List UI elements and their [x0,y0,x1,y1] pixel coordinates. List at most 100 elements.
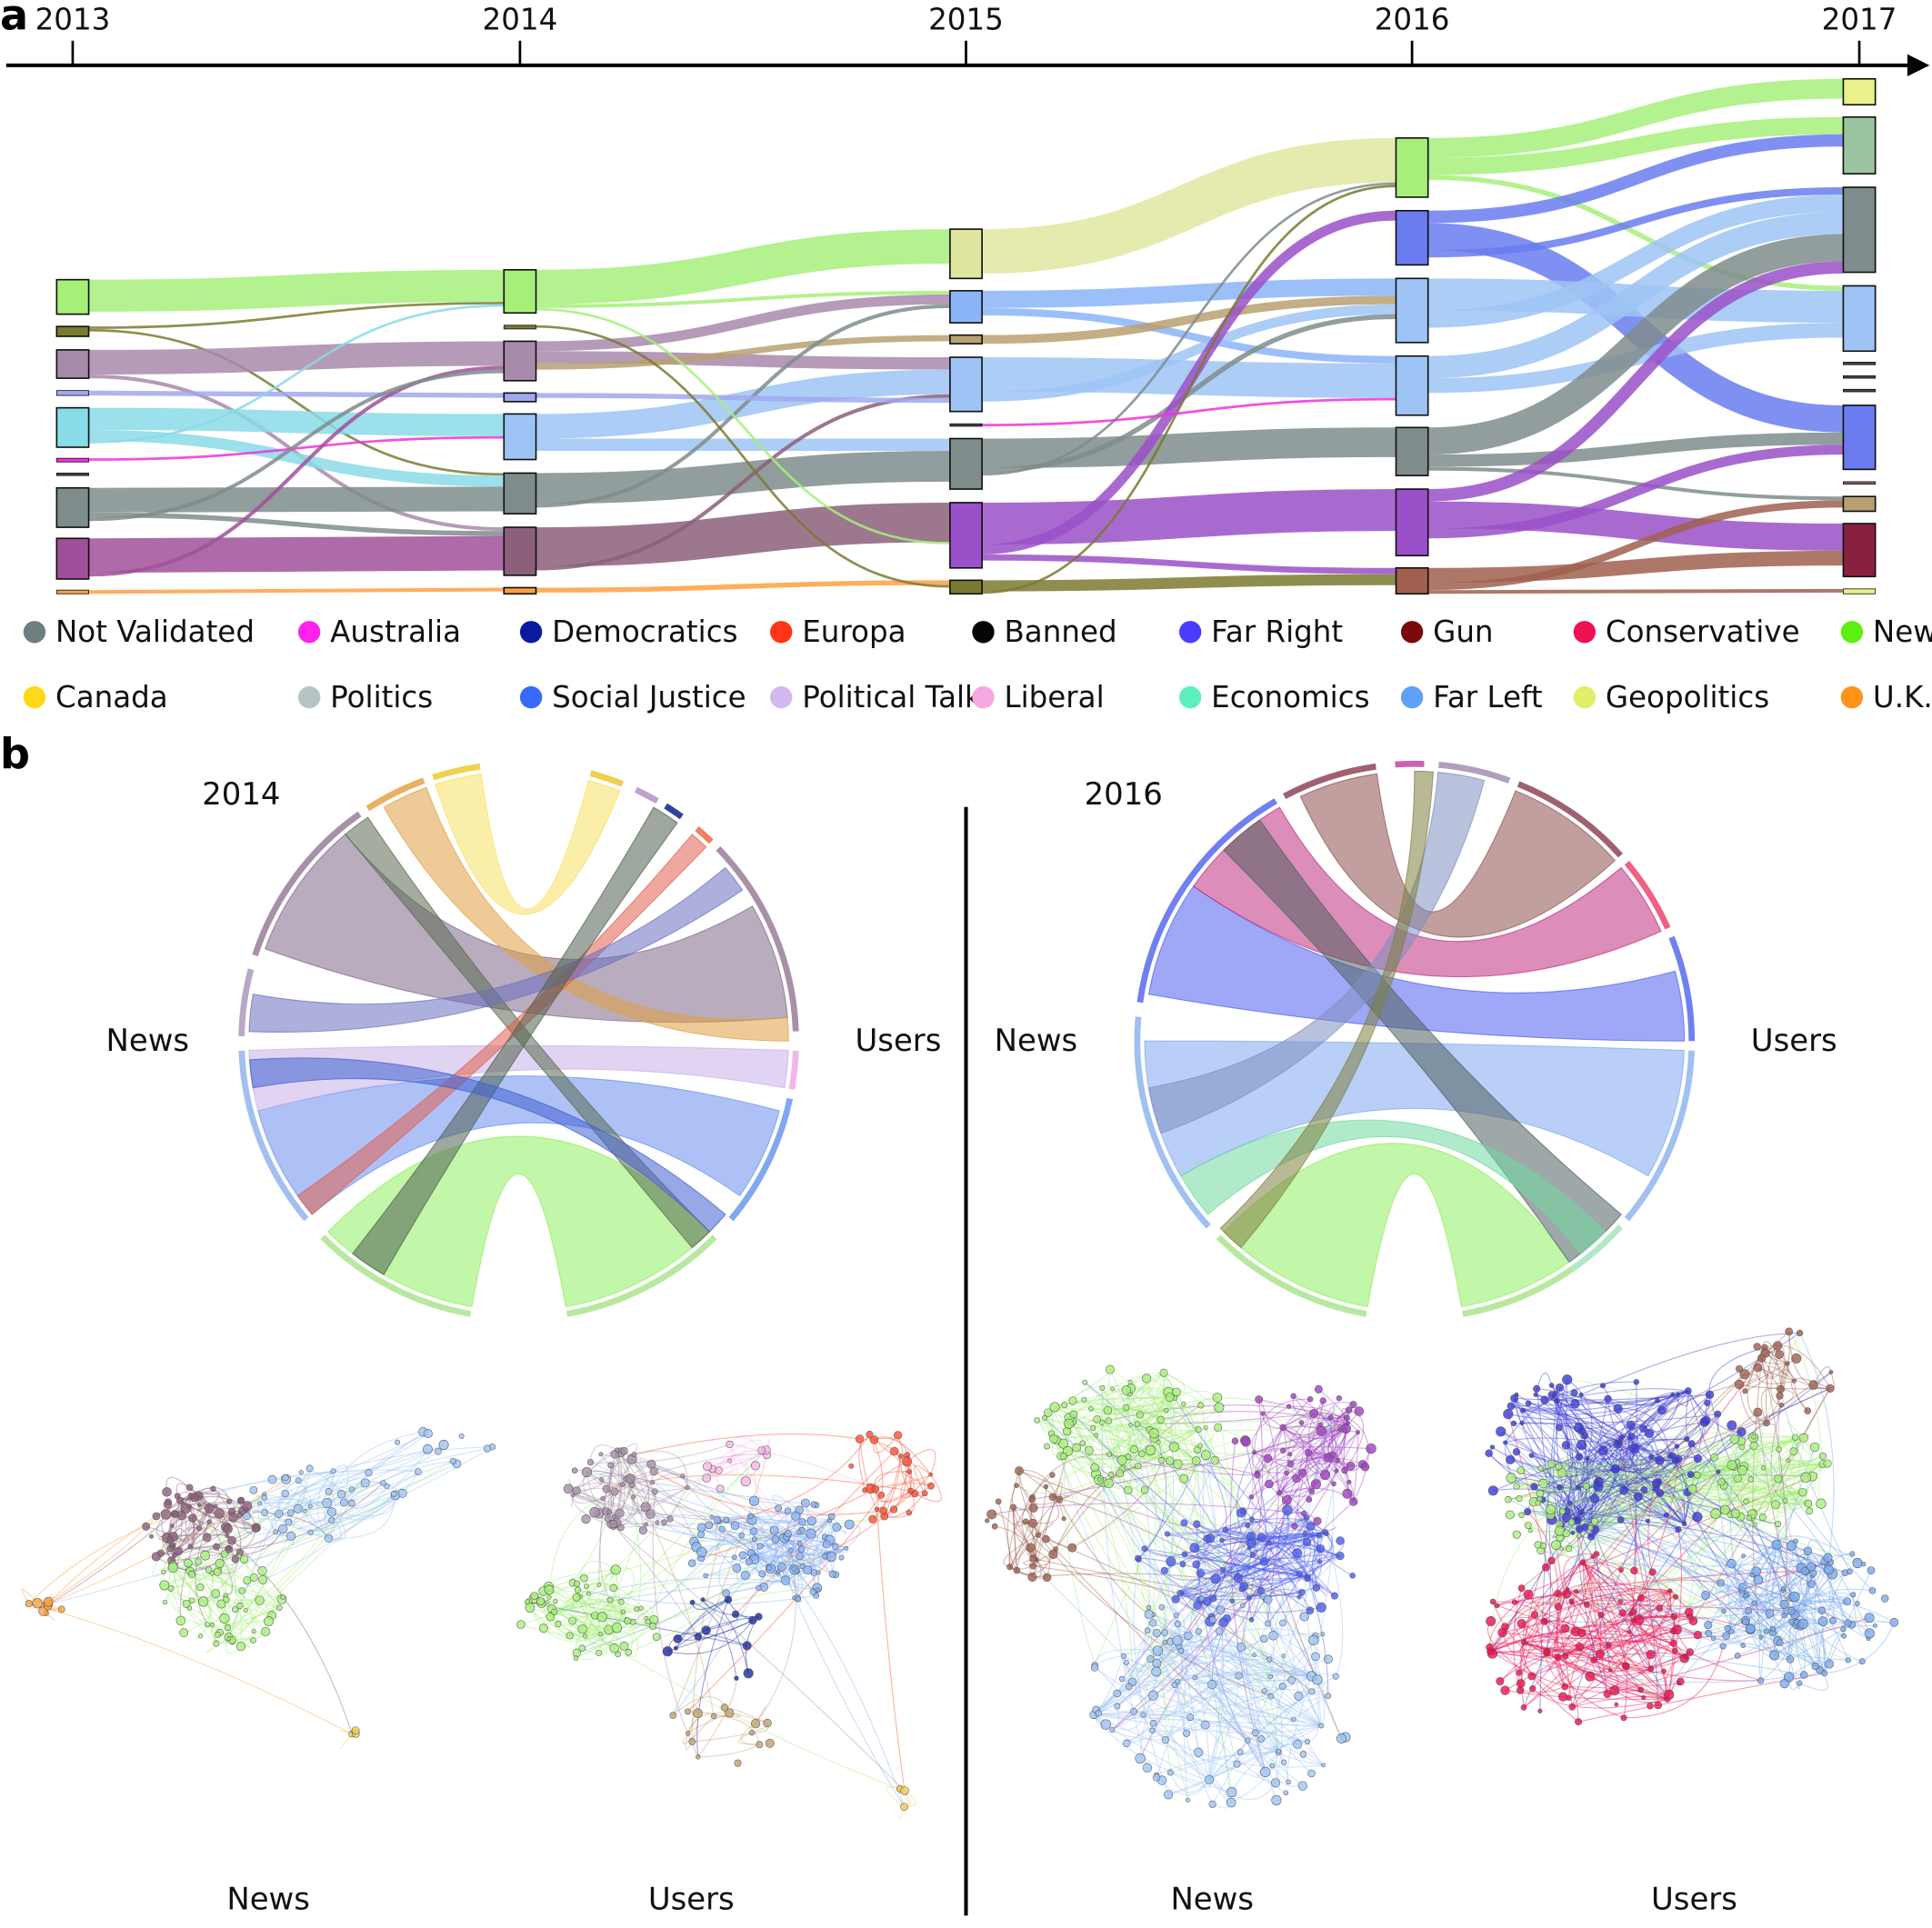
network-edge [883,1483,932,1511]
network-node [688,1738,696,1745]
network-edge [1278,1428,1346,1493]
network-node [644,1522,648,1527]
network-node [249,1573,258,1582]
network-node [889,1446,899,1456]
network-node [1249,1516,1255,1523]
network-node [1503,1409,1514,1420]
network-edge [1128,1460,1216,1687]
sankey-node [1395,488,1429,557]
network-node [1287,1675,1296,1684]
network-node [907,1487,915,1494]
network-node [1214,1402,1225,1413]
network-edge [1708,1394,1733,1465]
network-edge [194,1562,213,1625]
network-node [1840,1626,1847,1633]
sankey-flow [982,427,1396,469]
network-edge [226,1535,353,1734]
network-edge [1153,1622,1322,1726]
network-node [616,1523,625,1532]
network-node [555,1621,562,1628]
network-edge [1524,1642,1579,1723]
network-node [609,1643,619,1653]
network-node [696,1754,701,1760]
network-edge [1584,1434,1726,1511]
network-node [732,1563,742,1573]
chord-ribbon [248,866,744,1033]
network-edge [1251,1452,1287,1473]
network-edge [1813,1573,1826,1673]
network-node [1094,1433,1099,1438]
network-edge [706,1449,766,1479]
network-node [572,1593,581,1602]
network-node [1620,1714,1627,1722]
network-node [809,1588,816,1595]
network-node [162,1599,168,1605]
network-node [1647,1665,1655,1673]
network-node [1629,1443,1640,1454]
network-node [1646,1650,1656,1660]
network-edge [816,1520,834,1575]
network-edge [1093,1705,1119,1729]
network-edge [1577,1438,1687,1488]
network-edge [1518,1436,1804,1500]
network-node [1676,1392,1680,1397]
network-edge [1582,1562,1635,1613]
network-node [1510,1394,1519,1403]
network-edge [1575,1463,1824,1633]
network-edge [205,1636,229,1654]
network-edge [1551,1384,1679,1530]
network-edge [1543,1436,1796,1546]
network-edge [1156,1650,1210,1780]
network-node [1641,1694,1647,1701]
network-edge [1718,1517,1750,1612]
network-node [586,1591,591,1596]
network-edge [1519,1562,1584,1691]
network-edge [784,1503,809,1543]
network-edge [577,1589,816,1605]
network-node [1290,1393,1296,1399]
network-node [1489,1444,1496,1450]
network-node [536,1597,546,1605]
network-edge [1336,1409,1349,1423]
network-edge [794,1473,932,1570]
network-edge [1051,1397,1176,1438]
network-node [685,1708,691,1715]
network-node [1222,1526,1229,1533]
sankey-flow [88,390,505,398]
network-node [1864,1613,1875,1623]
network-node [1195,1628,1202,1635]
network-edge [1164,1561,1265,1581]
network-edge [1590,1437,1623,1537]
network-node [1292,1548,1303,1559]
network-node [713,1516,721,1524]
network-edge [246,1494,396,1523]
network-edge [1071,1391,1169,1423]
network-node [1800,1671,1808,1679]
network-node [738,1532,745,1539]
network-node [1845,1657,1851,1663]
network-node [1308,1688,1316,1695]
network-edge [620,1483,639,1528]
network-node [1567,1518,1576,1526]
network-node [449,1457,457,1465]
network-edge [995,1525,1037,1560]
network-edge [1634,1439,1677,1449]
network-node [1765,1609,1775,1618]
network-node [1210,1573,1221,1584]
network-edge [1037,1534,1272,1697]
network-edge [1032,1573,1300,1598]
network-edge [1824,1622,1895,1674]
network-edge [1205,1427,1279,1752]
network-edge [549,1616,601,1641]
network-node [1555,1383,1565,1392]
network-edge [1568,1620,1635,1699]
network-edge [1733,1466,1752,1492]
network-edge [1212,1658,1329,1685]
network-edge [1283,1425,1346,1471]
network-node [577,1624,587,1634]
network-node [1226,1797,1236,1808]
network-node [1516,1679,1526,1688]
network-edge [1196,1523,1319,1538]
network-edge [1121,1678,1308,1743]
network-edge [1033,1557,1264,1597]
